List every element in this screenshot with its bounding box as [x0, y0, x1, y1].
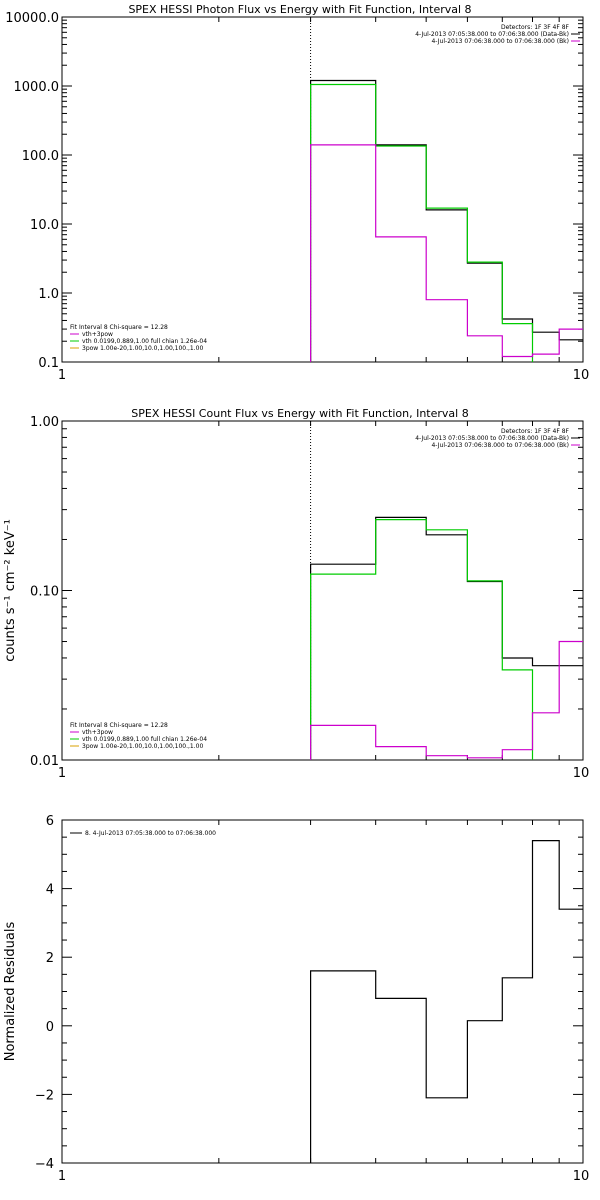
y-tick-label: 100.0 — [22, 149, 59, 164]
chart-title: SPEX HESSI Count Flux vs Energy with Fit… — [131, 407, 468, 420]
fit-text: Fit Interval 8 Chi-square = 12.28 — [70, 324, 168, 331]
y-tick-label: 6 — [46, 814, 54, 829]
series-line-1 — [310, 79, 583, 362]
y-axis-label: counts s⁻¹ cm⁻² keV⁻¹ — [3, 519, 18, 662]
series-group — [310, 840, 583, 1163]
x-tick-label: 10 — [573, 1169, 590, 1184]
fit-text: 3pow 1.00e-20,1.00,10.0,1.00,100.,1.00 — [82, 743, 203, 750]
y-tick-label: 10.0 — [30, 218, 59, 233]
info-text: Detectors: 1F 3F 4F 8F — [501, 428, 570, 435]
y-tick-label: 2 — [46, 951, 54, 966]
y-tick-label: 1.00 — [30, 415, 59, 430]
series-line-2 — [310, 83, 534, 362]
series-line-2 — [310, 519, 534, 760]
plot-frame — [61, 16, 584, 363]
x-tick-label: 1 — [58, 368, 66, 383]
chart-panel-1: SPEX HESSI Photon Flux vs Energy with Fi… — [5, 3, 589, 383]
chart-panel-2: SPEX HESSI Count Flux vs Energy with Fit… — [3, 407, 590, 781]
x-tick-label: 1 — [58, 1169, 66, 1184]
y-axis-label: Normalized Residuals — [3, 922, 18, 1062]
info-text: Detectors: 1F 3F 4F 8F — [501, 24, 570, 31]
fit-text: 3pow 1.00e-20,1.00,10.0,1.00,100.,1.00 — [82, 345, 203, 352]
chart-title: SPEX HESSI Photon Flux vs Energy with Fi… — [128, 3, 471, 16]
y-tick-label: −2 — [35, 1088, 54, 1103]
x-tick-label: 10 — [573, 368, 590, 383]
info-text: 4-Jul-2013 07:06:38.000 to 07:06:38.000 … — [431, 442, 569, 449]
info-text: 4-Jul-2013 07:05:38.000 to 07:06:38.000 … — [415, 31, 569, 38]
plot-frame — [61, 819, 584, 1164]
y-tick-label: 0 — [46, 1020, 54, 1035]
fit-text: vth+3pow — [82, 729, 113, 736]
info-text: 4-Jul-2013 07:06:38.000 to 07:06:38.000 … — [431, 38, 569, 45]
y-tick-label: −4 — [35, 1157, 54, 1172]
series-line-3 — [310, 144, 583, 362]
x-tick-label: 1 — [58, 766, 66, 781]
y-tick-label: 10000.0 — [5, 11, 59, 26]
y-tick-label: 0.01 — [30, 754, 59, 769]
y-tick-label: 1000.0 — [14, 80, 60, 95]
chart-panel-3: 1 10 −4 −2 0 2 4 6 Normalized Residuals 8. 4-Jul-… — [3, 814, 589, 1184]
series-line-1 — [310, 516, 583, 760]
fit-text: vth 0.0199,0.889,1.00 full chian 1.26e-0… — [82, 338, 207, 345]
series-group — [310, 516, 583, 760]
x-tick-label: 10 — [573, 766, 590, 781]
fit-text: Fit Interval 8 Chi-square = 12.28 — [70, 722, 168, 729]
y-tick-label: 0.10 — [30, 585, 59, 600]
y-tick-label: 4 — [46, 883, 54, 898]
series-group — [310, 79, 583, 362]
residual-legend-text: 8. 4-Jul-2013 07:05:38.000 to 07:06:38.0… — [85, 830, 216, 837]
series-line-3 — [310, 640, 583, 760]
fit-text: vth+3pow — [82, 331, 113, 338]
series-line-1 — [310, 840, 583, 1163]
info-text: 4-Jul-2013 07:05:38.000 to 07:06:38.000 … — [415, 435, 569, 442]
fit-text: vth 0.0199,0.889,1.00 full chian 1.26e-0… — [82, 736, 207, 743]
y-tick-label: 1.0 — [38, 287, 59, 302]
plot-frame — [61, 420, 584, 761]
y-tick-label: 0.1 — [38, 356, 59, 371]
